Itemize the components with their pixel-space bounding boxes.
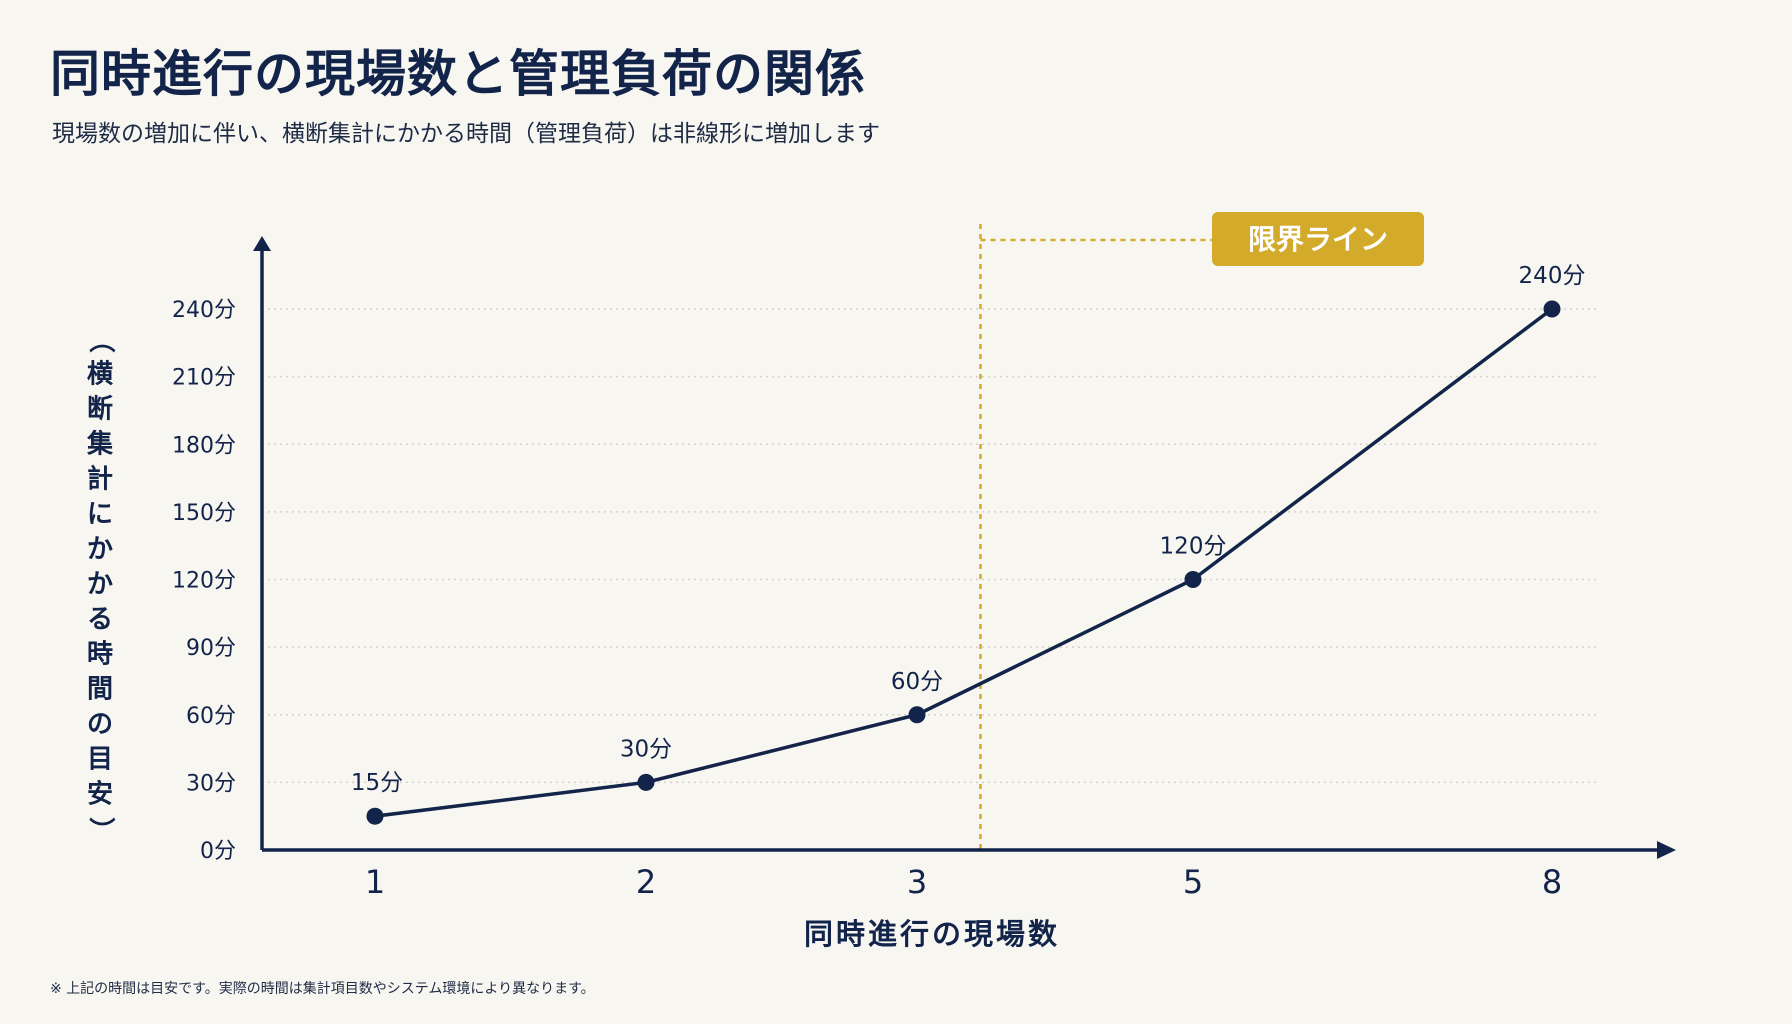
x-axis-arrow (1657, 841, 1676, 859)
y-tick-label: 90分 (186, 636, 236, 661)
data-label: 15分 (351, 770, 403, 796)
series-path (374, 307, 1554, 818)
y-axis-title-char: 断 (87, 394, 113, 425)
data-point (908, 706, 926, 724)
data-point (637, 773, 655, 791)
x-tick-label: 8 (1542, 863, 1562, 901)
y-axis-title-char: 間 (87, 675, 113, 705)
y-axis-title-char: る (87, 605, 113, 635)
series-line: 15分 30分 60分 120分 240分 (351, 263, 1586, 825)
y-axis-arrow (253, 236, 271, 251)
footnote: ※ 上記の時間は目安です。実際の時間は集計項目数やシステム環境により異なります。 (50, 981, 595, 997)
threshold-label: 限界ライン (1248, 223, 1388, 256)
page-title: 同時進行の現場数と管理負荷の関係 (50, 45, 866, 103)
axes (253, 236, 1676, 859)
data-point (366, 807, 384, 825)
y-axis-title-char: （ (86, 327, 116, 353)
y-axis-title-char: 横 (87, 360, 113, 390)
y-axis-title-char: 集 (86, 429, 114, 460)
y-tick-label: 210分 (172, 366, 236, 391)
data-label: 30分 (620, 736, 672, 762)
data-label: 120分 (1160, 534, 1227, 560)
data-label: 240分 (1519, 263, 1586, 289)
y-tick-label: 0分 (200, 839, 236, 864)
y-axis-title-char: 計 (87, 464, 113, 495)
y-axis-title-char: の (87, 710, 113, 740)
y-axis-title-char: 目 (87, 745, 113, 775)
threshold-group: 限界ライン (979, 212, 1424, 850)
y-tick-label: 240分 (172, 298, 236, 323)
tick-labels: 0分 30分 60分 90分 120分 150分 180分 210分 240分 1 2 3 5 8 (172, 298, 1562, 901)
x-tick-label: 5 (1183, 863, 1203, 901)
y-axis-title-char: 時 (87, 640, 113, 670)
grid-lines (262, 308, 1600, 784)
y-tick-label: 30分 (186, 771, 236, 796)
x-tick-label: 1 (365, 863, 385, 901)
y-axis-title-char: か (87, 570, 113, 600)
y-tick-label: 60分 (186, 704, 236, 729)
x-tick-label: 2 (636, 863, 656, 901)
y-axis-title-char: に (87, 500, 113, 530)
y-tick-label: 180分 (172, 433, 236, 458)
x-axis-title: 同時進行の現場数 (804, 917, 1060, 951)
threshold-badge (1212, 212, 1424, 266)
y-axis-title-char: ） (86, 817, 116, 843)
y-tick-label: 120分 (172, 569, 236, 594)
y-axis-title-char: 安 (87, 780, 113, 810)
y-axis-title-char: か (87, 535, 113, 565)
x-tick-label: 3 (907, 863, 927, 901)
data-label: 60分 (891, 669, 943, 695)
page-subtitle: 現場数の増加に伴い、横断集計にかかる時間（管理負荷）は非線形に増加します (52, 121, 880, 147)
y-tick-label: 150分 (172, 501, 236, 526)
data-point (1184, 571, 1202, 588)
data-point (1543, 300, 1561, 318)
